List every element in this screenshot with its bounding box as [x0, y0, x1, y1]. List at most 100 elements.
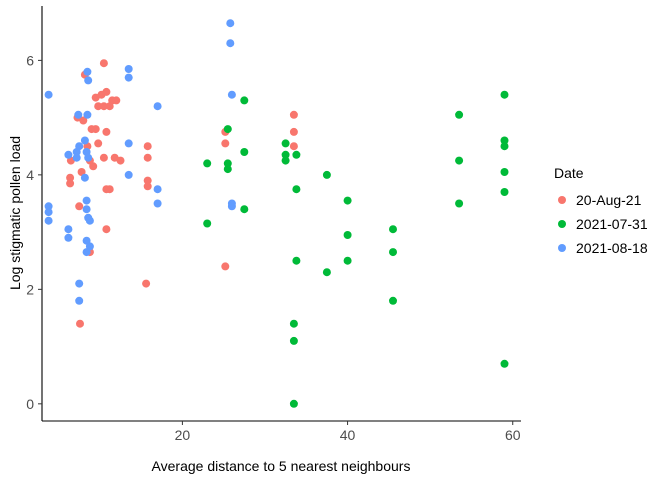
data-point	[223, 125, 232, 134]
points-layer	[44, 19, 509, 408]
legend-key	[558, 220, 566, 228]
data-point	[80, 136, 89, 145]
data-point	[153, 185, 162, 194]
data-point	[44, 208, 53, 217]
data-point	[102, 87, 111, 96]
data-point	[112, 96, 121, 105]
data-point	[289, 142, 298, 151]
data-point	[124, 139, 133, 148]
data-point	[44, 202, 53, 211]
data-point	[221, 262, 230, 271]
legend-label: 2021-07-31	[576, 216, 648, 232]
data-point	[240, 148, 249, 156]
y-axis-title: Log stigmatic pollen load	[7, 136, 23, 290]
data-point	[292, 256, 301, 265]
y-tick-label: 6	[26, 52, 34, 68]
data-point	[124, 73, 133, 82]
data-point	[343, 231, 352, 239]
data-point	[289, 399, 298, 408]
data-point	[500, 142, 509, 151]
data-point	[91, 125, 100, 134]
data-point	[64, 150, 73, 159]
data-point	[75, 296, 84, 305]
data-point	[105, 185, 114, 194]
data-point	[500, 188, 509, 196]
data-point	[83, 67, 92, 76]
data-point	[44, 216, 53, 225]
data-point	[89, 162, 98, 171]
data-point	[343, 256, 352, 265]
data-point	[143, 142, 152, 151]
data-point	[44, 90, 53, 99]
data-point	[82, 248, 91, 257]
data-point	[500, 90, 509, 99]
legend: Date 20-Aug-21 2021-07-31 2021-08-18	[554, 165, 648, 256]
y-tick-label: 0	[26, 396, 34, 412]
data-point	[84, 153, 93, 162]
legend-label: 20-Aug-21	[576, 192, 642, 208]
data-point	[102, 127, 111, 136]
legend-items: 20-Aug-21 2021-07-31 2021-08-18	[558, 192, 648, 256]
data-point	[389, 248, 397, 257]
x-tick-label: 40	[340, 427, 356, 443]
data-point	[99, 102, 108, 111]
legend-key	[558, 196, 566, 204]
data-point	[292, 150, 301, 159]
data-point	[94, 102, 103, 111]
data-point	[203, 219, 212, 228]
data-point	[203, 159, 212, 168]
data-point	[82, 196, 91, 205]
y-axis-ticks: 0 2 4 6	[26, 52, 42, 412]
legend-title: Date	[554, 165, 584, 181]
data-point	[227, 90, 236, 99]
data-point	[343, 196, 352, 205]
data-point	[455, 199, 464, 208]
data-point	[455, 156, 464, 165]
data-point	[124, 170, 133, 179]
data-point	[102, 225, 111, 234]
legend-label: 2021-08-18	[576, 240, 648, 256]
data-point	[240, 96, 249, 105]
data-point	[94, 139, 103, 148]
data-point	[281, 156, 290, 165]
data-point	[124, 65, 133, 73]
data-point	[289, 110, 298, 119]
data-point	[500, 359, 509, 368]
data-point	[116, 156, 125, 165]
data-point	[76, 319, 84, 328]
y-tick-label: 2	[26, 281, 34, 297]
data-point	[455, 110, 464, 119]
y-tick-label: 4	[26, 167, 34, 183]
data-point	[227, 202, 236, 211]
data-point	[85, 216, 94, 225]
data-point	[281, 150, 290, 159]
data-point	[153, 199, 162, 208]
data-point	[99, 59, 108, 68]
data-point	[281, 139, 290, 148]
data-point	[99, 153, 108, 162]
data-point	[74, 110, 83, 119]
data-point	[292, 185, 301, 194]
data-point	[389, 225, 397, 234]
data-point	[143, 176, 152, 185]
data-point	[105, 102, 114, 111]
data-point	[80, 173, 89, 182]
data-point	[142, 279, 151, 288]
data-point	[322, 170, 331, 179]
data-point	[289, 127, 298, 136]
data-point	[289, 336, 298, 345]
data-point	[143, 182, 152, 191]
data-point	[82, 205, 91, 214]
data-point	[75, 202, 84, 211]
data-point	[389, 296, 397, 305]
data-point	[221, 139, 230, 148]
data-point	[75, 142, 84, 151]
data-point	[83, 110, 92, 119]
legend-key	[558, 244, 566, 252]
data-point	[66, 173, 75, 182]
data-point	[75, 279, 84, 288]
x-axis-ticks: 20 40 60	[175, 421, 521, 443]
data-point	[66, 179, 75, 188]
data-point	[72, 153, 81, 162]
